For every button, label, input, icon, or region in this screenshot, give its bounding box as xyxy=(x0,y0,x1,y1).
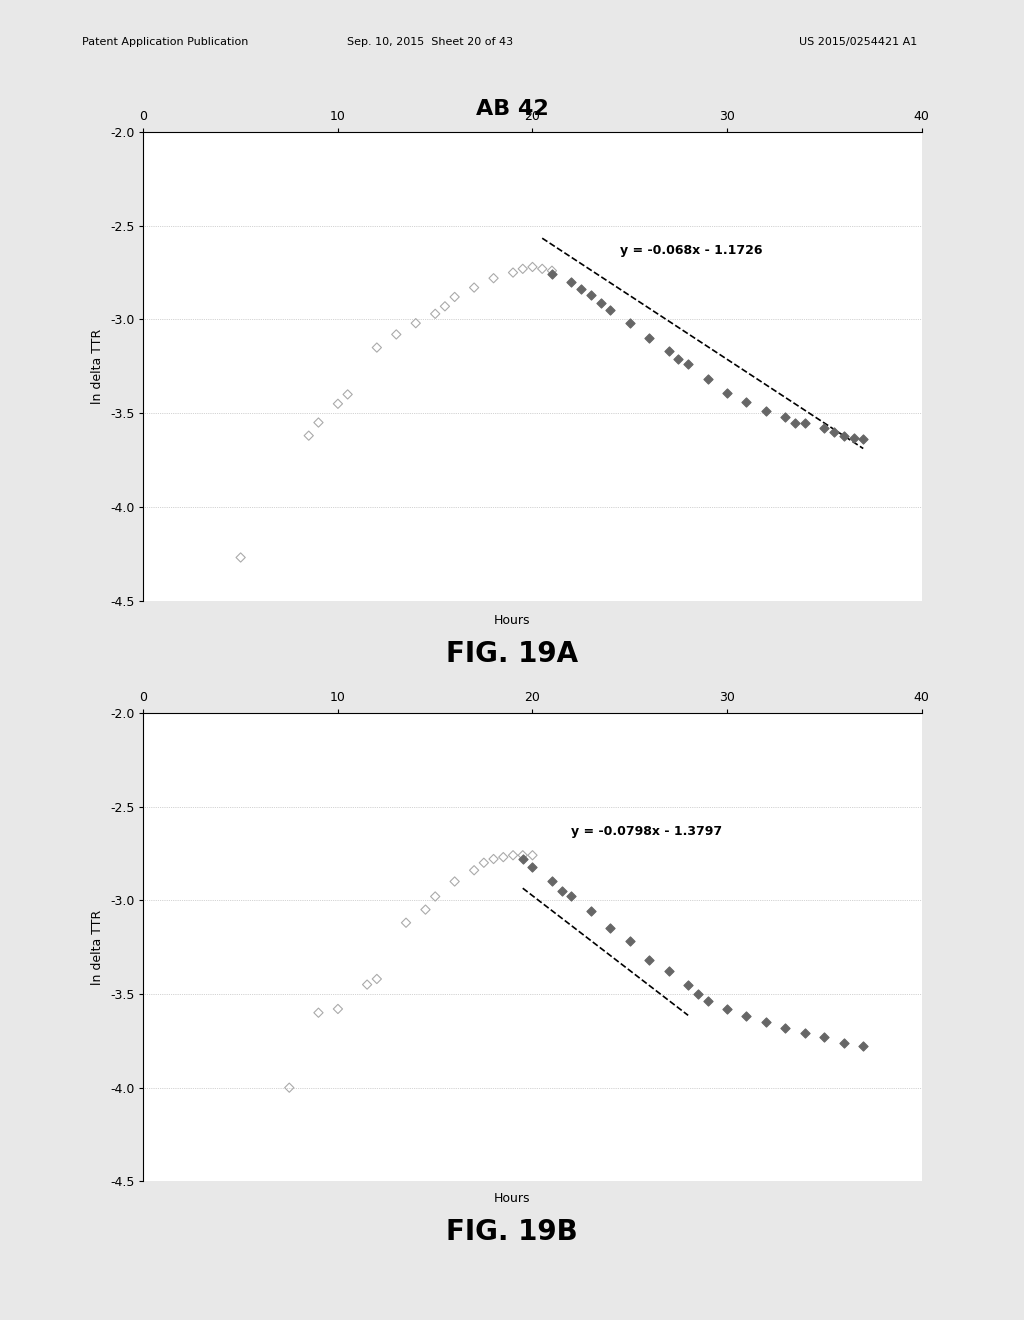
Text: Patent Application Publication: Patent Application Publication xyxy=(82,37,248,48)
Point xyxy=(524,845,541,866)
Point xyxy=(496,846,512,867)
Point xyxy=(777,407,794,428)
Point xyxy=(505,845,521,866)
Point xyxy=(466,277,482,298)
Point xyxy=(836,425,852,446)
Point xyxy=(855,1036,871,1057)
Point xyxy=(418,899,434,920)
Point xyxy=(281,1077,298,1098)
Point xyxy=(680,974,696,995)
Point xyxy=(446,871,463,892)
Point xyxy=(535,259,551,280)
Point xyxy=(836,1032,852,1053)
Point xyxy=(398,912,415,933)
Point xyxy=(602,917,618,939)
Point xyxy=(777,1018,794,1039)
Point xyxy=(544,871,560,892)
Point xyxy=(310,1002,327,1023)
Point xyxy=(427,886,443,907)
Point xyxy=(719,381,735,403)
Point xyxy=(446,286,463,308)
Text: Hours: Hours xyxy=(494,614,530,627)
Point xyxy=(583,902,599,923)
Point xyxy=(660,961,677,982)
Point xyxy=(699,368,716,389)
Point xyxy=(738,1006,755,1027)
Point xyxy=(369,337,385,358)
Point xyxy=(524,256,541,277)
Y-axis label: ln delta TTR: ln delta TTR xyxy=(91,909,104,985)
Point xyxy=(340,384,356,405)
Text: AB 42: AB 42 xyxy=(475,99,549,119)
Point xyxy=(855,429,871,450)
Point xyxy=(427,304,443,325)
Point xyxy=(310,412,327,433)
Point xyxy=(641,327,657,348)
Point xyxy=(515,845,531,866)
Point xyxy=(485,849,502,870)
Point xyxy=(563,886,580,907)
Point xyxy=(515,849,531,870)
Point xyxy=(554,880,570,902)
Point xyxy=(690,983,707,1005)
Point xyxy=(330,393,346,414)
Point xyxy=(330,998,346,1019)
Point xyxy=(719,998,735,1019)
Point xyxy=(680,354,696,375)
Point xyxy=(797,412,813,433)
Point xyxy=(758,1011,774,1032)
Point xyxy=(622,313,638,334)
Point xyxy=(408,313,424,334)
Point xyxy=(671,348,687,370)
Point xyxy=(369,969,385,990)
Point xyxy=(359,974,376,995)
Point xyxy=(592,292,608,313)
Text: y = -0.0798x - 1.3797: y = -0.0798x - 1.3797 xyxy=(571,825,723,838)
Point xyxy=(544,264,560,285)
Point xyxy=(524,855,541,876)
Point xyxy=(816,417,833,438)
Point xyxy=(232,546,249,568)
Point xyxy=(505,261,521,282)
Point xyxy=(437,296,454,317)
Point xyxy=(787,412,804,433)
Point xyxy=(797,1023,813,1044)
Point xyxy=(485,268,502,289)
Point xyxy=(758,401,774,422)
Point xyxy=(826,421,843,442)
Point xyxy=(641,949,657,970)
Point xyxy=(660,341,677,362)
Point xyxy=(816,1027,833,1048)
Text: FIG. 19A: FIG. 19A xyxy=(445,640,579,668)
Point xyxy=(699,991,716,1012)
Point xyxy=(544,260,560,281)
Point xyxy=(622,931,638,952)
Point xyxy=(466,859,482,880)
Point xyxy=(846,426,862,447)
Point xyxy=(738,391,755,412)
Point xyxy=(301,425,317,446)
Point xyxy=(583,285,599,306)
Text: FIG. 19B: FIG. 19B xyxy=(446,1218,578,1246)
Point xyxy=(573,279,590,300)
Y-axis label: ln delta TTR: ln delta TTR xyxy=(91,329,104,404)
Text: Hours: Hours xyxy=(494,1192,530,1205)
Point xyxy=(515,259,531,280)
Point xyxy=(388,323,404,345)
Text: y = -0.068x - 1.1726: y = -0.068x - 1.1726 xyxy=(621,244,763,257)
Text: US 2015/0254421 A1: US 2015/0254421 A1 xyxy=(799,37,916,48)
Point xyxy=(476,853,493,874)
Point xyxy=(563,272,580,293)
Point xyxy=(602,300,618,321)
Text: Sep. 10, 2015  Sheet 20 of 43: Sep. 10, 2015 Sheet 20 of 43 xyxy=(347,37,513,48)
